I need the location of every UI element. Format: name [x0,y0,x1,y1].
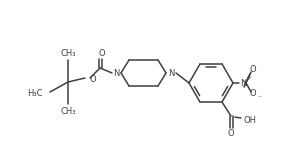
Text: O: O [228,128,234,138]
Text: O: O [250,89,256,99]
Text: CH₃: CH₃ [60,48,76,58]
Text: N: N [168,68,174,78]
Text: +: + [245,75,251,81]
Text: H₃C: H₃C [28,88,43,98]
Text: OH: OH [243,115,256,125]
Text: CH₃: CH₃ [60,107,76,117]
Text: ⁻: ⁻ [258,95,262,101]
Text: N: N [113,68,119,78]
Text: N: N [240,79,246,87]
Text: O: O [99,48,105,58]
Text: O: O [250,66,256,74]
Text: O: O [89,75,96,85]
